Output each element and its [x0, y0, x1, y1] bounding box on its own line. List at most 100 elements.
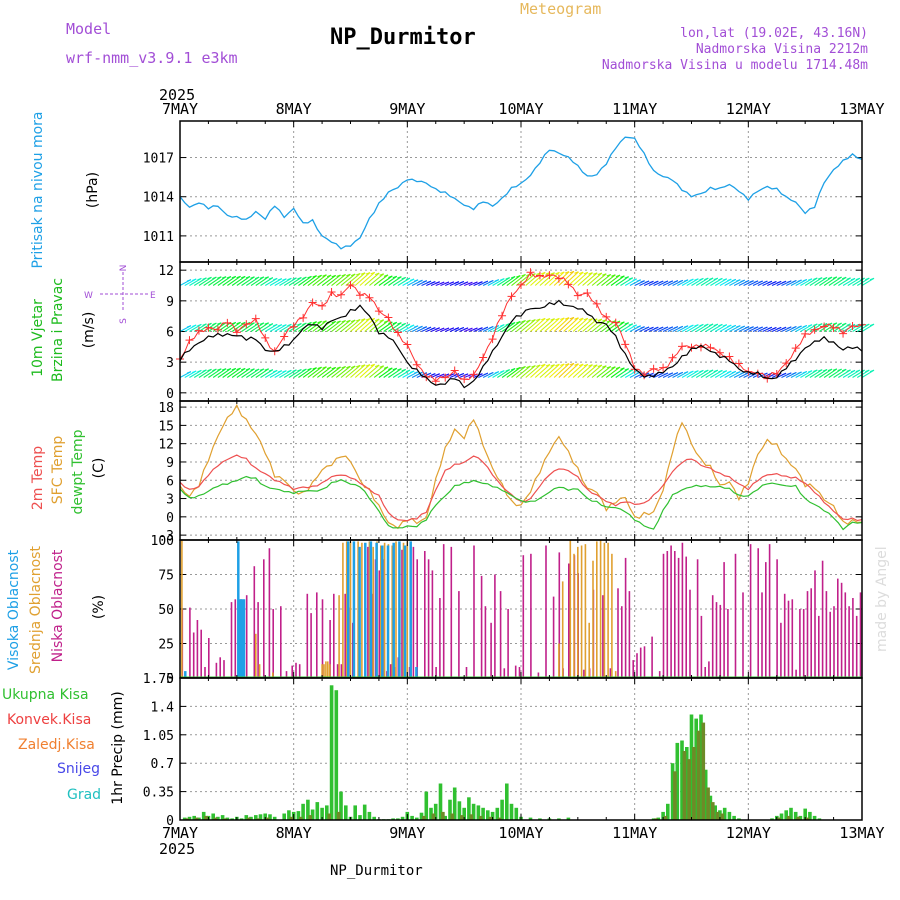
wind-barb	[255, 368, 270, 378]
precip-bar	[197, 817, 201, 820]
wind-barb	[335, 273, 351, 286]
wind-barb	[312, 274, 327, 286]
wind-barb-head	[683, 279, 689, 282]
wind-barb-head	[694, 278, 699, 281]
wind-barb-head	[597, 272, 602, 276]
wind-barb-head	[569, 316, 575, 320]
wind-barb	[307, 366, 322, 378]
wind-barb-head	[356, 364, 361, 368]
wind-barb-head	[245, 367, 251, 371]
wind-barb-head	[606, 365, 611, 369]
y-tick-label: 0	[166, 672, 174, 687]
y-tick-label: 1011	[143, 230, 174, 245]
wind-barb-head	[312, 367, 317, 370]
wind-barb	[359, 363, 376, 378]
wind-barb	[350, 272, 366, 286]
wind-barb	[530, 363, 546, 378]
pressure-label: Pritisak na nivou mora	[30, 111, 46, 268]
wind-barb	[312, 366, 327, 378]
wind-barb	[383, 275, 398, 286]
wind-barb-head	[678, 325, 683, 329]
wind-barb-head	[322, 366, 327, 369]
wind-barb	[340, 273, 356, 286]
wind-barb-head	[236, 321, 241, 325]
wind-barb	[586, 272, 603, 286]
wind-barb-head	[659, 280, 664, 284]
precip-bar	[422, 815, 426, 820]
wind-barb	[563, 317, 579, 332]
wind-barb-head	[797, 371, 802, 375]
wind-barb	[293, 276, 307, 286]
wind-barb-head	[606, 273, 611, 277]
precip-bar	[675, 742, 680, 820]
wind-barb	[321, 366, 337, 378]
precip-bar	[268, 814, 272, 820]
wind-barb-head	[678, 371, 683, 375]
wind-barb-head	[212, 368, 217, 372]
wind-barb-head	[654, 280, 659, 284]
wind-barb-head	[401, 322, 406, 326]
wind-barb	[823, 322, 838, 332]
wind-barb	[203, 276, 217, 286]
precip-bar	[696, 730, 701, 820]
wind-barb-head	[536, 364, 541, 368]
wind-barb-head	[555, 317, 560, 321]
wind-barb-head	[560, 363, 565, 367]
precip-legend-convective: Konvek.Kisa	[7, 712, 91, 728]
wind-barb-head	[505, 277, 510, 280]
wind-barb-head	[505, 369, 510, 372]
wind-barb-head	[360, 272, 366, 275]
wind-barb	[544, 317, 560, 332]
precip-bar	[433, 803, 438, 820]
wind-barb	[591, 319, 607, 332]
wind-barb	[563, 363, 579, 378]
wind-barb-head	[449, 373, 455, 376]
wind-barb-head	[659, 372, 664, 376]
precip-bar	[310, 809, 315, 820]
precip-bar	[185, 818, 189, 820]
wind-barb-head	[704, 323, 709, 327]
precip-bar	[779, 813, 784, 820]
precip-bar	[706, 787, 710, 820]
footer-station: NP_Durmitor	[330, 863, 423, 879]
y-tick-label: 3	[166, 493, 174, 508]
wind-barb-head	[583, 271, 588, 275]
wind-barb-head	[494, 279, 499, 282]
wind-barb	[544, 271, 560, 286]
wind-barb-head	[588, 318, 593, 321]
cloud-label-high: Visoka Oblacnost	[6, 549, 22, 670]
wind-barb-head	[588, 272, 593, 275]
precip-bar	[296, 811, 301, 820]
y-tick-label: 9	[166, 295, 174, 310]
wind-barb-head	[521, 365, 526, 369]
wind-barb-head	[842, 322, 847, 326]
y-tick-label: 100	[151, 534, 174, 549]
wind-barb-head	[822, 276, 828, 280]
wind-barb	[354, 272, 371, 286]
precip-bar	[682, 751, 687, 820]
wind-barb	[212, 276, 227, 286]
wind-barb	[298, 275, 312, 286]
wind-barb-head	[459, 326, 464, 330]
wind-barb	[222, 367, 237, 378]
precip-bar	[457, 801, 462, 820]
x-tick-label: 7MAY	[162, 100, 198, 118]
wind-barb-head	[832, 368, 838, 371]
wind-barb-head	[663, 280, 669, 284]
precip-bar	[213, 817, 218, 820]
wind-barb-head	[186, 279, 192, 282]
wind-barb	[823, 276, 838, 286]
wind-barb-head	[341, 365, 346, 369]
wind-barb-head	[431, 373, 436, 376]
wind-barb	[553, 317, 570, 332]
wind-barb	[511, 320, 526, 332]
wind-barb-head	[383, 320, 389, 323]
x-tick-label: 12MAY	[726, 824, 771, 842]
wind-barb-head	[444, 327, 450, 331]
wind-barb	[250, 322, 265, 332]
wind-barb	[549, 317, 565, 332]
wind-barb-head	[636, 279, 641, 282]
wind-barb-head	[397, 276, 402, 279]
wind-barb	[501, 368, 516, 378]
wind-barb-head	[541, 271, 546, 275]
